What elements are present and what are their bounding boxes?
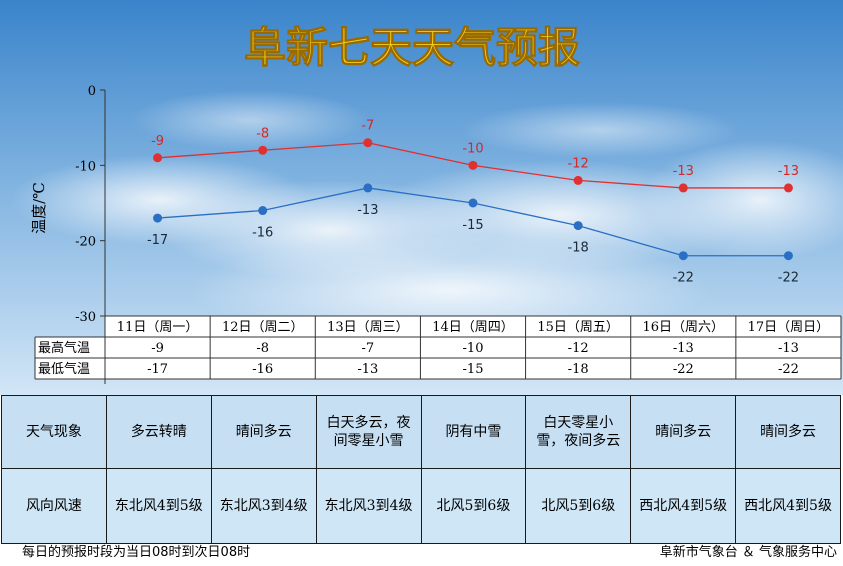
data-table-grid (34, 315, 842, 380)
table-value-cell: -9 (151, 341, 164, 356)
table-header-bg (105, 316, 841, 337)
data-label: -22 (778, 271, 799, 286)
data-label: -12 (568, 156, 589, 171)
data-point (363, 138, 373, 148)
legend-entry: 最低气温 (38, 361, 90, 377)
data-label: -17 (147, 233, 168, 248)
table-value-cell: -15 (463, 362, 484, 377)
category-tick-label: 17日（周日） (748, 320, 830, 335)
data-point (573, 175, 583, 185)
data-point (153, 153, 163, 163)
table-value-cell: -18 (568, 362, 589, 377)
data-label: -22 (673, 271, 694, 286)
category-tick-label: 12日（周二） (222, 320, 304, 335)
data-label: -15 (462, 218, 483, 233)
data-point (573, 221, 583, 231)
y-tick-label: -10 (75, 159, 96, 174)
data-point (258, 145, 268, 155)
data-point (363, 183, 373, 193)
category-tick-label: 16日（周六） (643, 320, 725, 335)
table-value-cell: -10 (463, 341, 484, 356)
weather-cell: 晴间多云 (735, 395, 841, 469)
temperature-chart: 阜新七天天气预报 温度/℃ 0-10-20-30 11日（周一） 12日（周二） 1… (0, 0, 843, 395)
legend-entry: 最高气温 (38, 340, 90, 356)
table-value-cell: -7 (362, 341, 375, 356)
data-label: -18 (568, 241, 589, 256)
weather-cell: 晴间多云 (630, 395, 737, 469)
data-point (258, 206, 268, 216)
y-tick-label: -30 (75, 310, 96, 325)
data-label: -8 (256, 126, 269, 141)
table-value-cell: -22 (778, 362, 799, 377)
wind-cell: 北风5到6级 (420, 468, 527, 544)
weather-cell: 阴有中雪 (420, 395, 527, 469)
weather-cell: 多云转晴 (105, 395, 212, 469)
table-value-cell: -13 (778, 341, 799, 356)
data-point (783, 183, 793, 193)
table-value-cell: -13 (673, 341, 694, 356)
table-value-cell: -22 (673, 362, 694, 377)
wind-cell: 东北风3到4级 (315, 468, 422, 544)
weather-table: 天气现象 多云转晴 晴间多云 白天多云，夜间零星小雪 阴有中雪 白天零星小雪，夜… (1, 395, 841, 544)
data-label: -13 (357, 203, 378, 218)
table-value-cell: -17 (147, 362, 168, 377)
wind-row-header: 风向风速 (1, 468, 107, 544)
weather-cell: 白天零星小雪，夜间多云 (525, 395, 632, 469)
footer-source: 阜新市气象台 ＆ 气象服务中心 (659, 545, 837, 560)
data-table: 11日（周一） 12日（周二） 13日（周三） 14日（周四） 15日（周五） 16日（周… (38, 320, 829, 377)
category-tick-label: 15日（周五） (537, 320, 619, 335)
data-label: -13 (778, 164, 799, 179)
weather-cell: 白天多云，夜间零星小雪 (315, 395, 422, 469)
wind-cell: 西北风4到5级 (735, 468, 841, 544)
wind-cell: 东北风3到4级 (210, 468, 317, 544)
series-data-labels: -9 -8 -7 -10 -12 -13 -13 -17 -16 -13 -15 -18 -22 -22 (147, 119, 799, 286)
table-value-cell: -8 (256, 341, 269, 356)
category-tick-label: 13日（周三） (327, 320, 409, 335)
page-title: 阜新七天天气预报 (244, 23, 580, 72)
data-point (468, 160, 478, 170)
wind-cell: 西北风4到5级 (630, 468, 737, 544)
table-value-cell: -12 (568, 341, 589, 356)
category-tick-label: 11日（周一） (117, 320, 199, 335)
data-point (678, 183, 688, 193)
data-label: -9 (151, 134, 164, 149)
data-label: -10 (462, 141, 483, 156)
data-point (783, 251, 793, 261)
data-label: -13 (673, 164, 694, 179)
data-label: -16 (252, 226, 273, 241)
data-point (468, 198, 478, 208)
y-axis: 0 -10 -20 -30 (75, 84, 105, 325)
data-label: -7 (361, 119, 374, 134)
series-points (153, 138, 793, 261)
data-point (153, 213, 163, 223)
y-axis-label: 温度/℃ (30, 182, 48, 234)
table-value-cell: -13 (357, 362, 378, 377)
wind-cell: 北风5到6级 (525, 468, 632, 544)
y-tick-label: -20 (75, 235, 96, 250)
footer-note: 每日的预报时段为当日08时到次日08时 (22, 545, 251, 560)
weather-row-header: 天气现象 (1, 395, 107, 469)
table-value-cell: -16 (252, 362, 273, 377)
category-tick-label: 14日（周四） (432, 320, 514, 335)
table-row-weather: 天气现象 多云转晴 晴间多云 白天多云，夜间零星小雪 阴有中雪 白天零星小雪，夜… (1, 395, 841, 469)
data-point (678, 251, 688, 261)
y-tick-label: 0 (88, 84, 96, 99)
table-row-wind: 风向风速 东北风4到5级 东北风3到4级 东北风3到4级 北风5到6级 北风5到… (1, 468, 841, 544)
weather-cell: 晴间多云 (210, 395, 317, 469)
wind-cell: 东北风4到5级 (105, 468, 212, 544)
